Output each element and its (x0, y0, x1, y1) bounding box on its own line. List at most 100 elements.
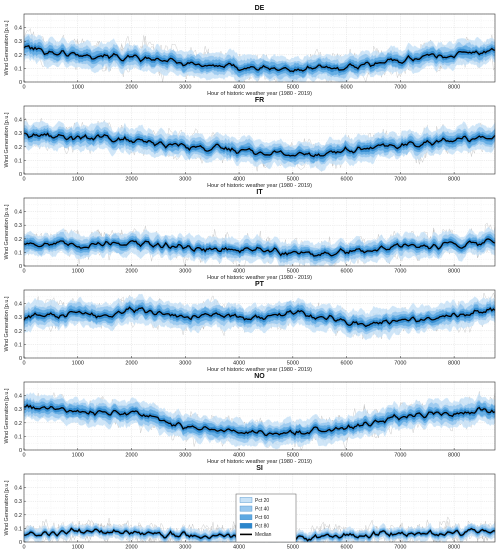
legend-label: Median (255, 532, 272, 538)
legend-swatch-pct40 (239, 505, 253, 512)
x-tick-label: 0 (22, 85, 25, 91)
x-axis-label: Hour of historic weather year (1980 - 20… (207, 91, 312, 97)
y-tick-label: 0.3 (14, 223, 22, 229)
x-axis-label: Hour of historic weather year (1980 - 20… (207, 459, 312, 465)
legend-label: Pct 60 (255, 515, 269, 521)
x-tick-label: 5000 (287, 361, 299, 367)
y-tick-label: 0.1 (14, 66, 22, 72)
y-tick-label: 0.4 (14, 486, 22, 492)
x-tick-label: 6000 (340, 453, 352, 459)
y-axis-label: Wind Generation [p.u.] (4, 296, 10, 352)
percentile-bands (23, 226, 496, 267)
y-axis-label: Wind Generation [p.u.] (4, 20, 10, 76)
y-tick-label: 0 (19, 172, 22, 178)
x-tick-label: 7000 (394, 85, 406, 91)
x-tick-label: 8000 (448, 85, 460, 91)
y-tick-label: 0.2 (14, 237, 22, 243)
y-tick-label: 0.4 (14, 302, 22, 308)
y-tick-label: 0.1 (14, 342, 22, 348)
x-tick-label: 5000 (287, 269, 299, 275)
panel-no: 0 1000 2000 3000 4000 5000 6000 7000 8000 0 0.1 0.2… (4, 373, 496, 465)
y-tick-label: 0.2 (14, 53, 22, 59)
y-tick-label: 0.3 (14, 499, 22, 505)
legend-label: Pct 80 (255, 524, 269, 530)
y-tick-label: 0.2 (14, 145, 22, 151)
panel-pt: 0 1000 2000 3000 4000 5000 6000 7000 8000 0 0.1 0.2… (4, 281, 496, 373)
y-tick-label: 0.3 (14, 407, 22, 413)
y-tick-label: 0.1 (14, 526, 22, 532)
median-line (23, 306, 496, 328)
panel-title: FR (255, 97, 264, 104)
median-line (23, 132, 496, 158)
panel-title: DE (255, 5, 265, 12)
legend-label: Pct 40 (255, 506, 269, 512)
y-tick-label: 0.2 (14, 513, 22, 519)
x-tick-label: 4000 (233, 85, 245, 91)
y-tick-label: 0.1 (14, 250, 22, 256)
y-axis-label: Wind Generation [p.u.] (4, 204, 10, 260)
x-tick-label: 3000 (179, 177, 191, 183)
legend: Pct 20 Pct 40 Pct 60 Pct 80 Median (235, 493, 297, 543)
x-tick-label: 8000 (448, 453, 460, 459)
x-tick-label: 6000 (340, 361, 352, 367)
y-tick-label: 0.3 (14, 131, 22, 137)
y-tick-label: 0 (19, 448, 22, 454)
panel-title: NO (254, 373, 265, 380)
x-axis-label: Hour of historic weather year (1980 - 20… (207, 275, 312, 281)
x-tick-label: 8000 (448, 545, 460, 550)
y-tick-label: 0.3 (14, 39, 22, 45)
panel-de: 0 1000 2000 3000 4000 5000 6000 7000 8000 0 0.1 0.2… (4, 5, 496, 97)
y-tick-label: 0.4 (14, 118, 22, 124)
plot-frame (23, 13, 496, 83)
x-tick-label: 6000 (340, 545, 352, 550)
x-tick-label: 3000 (179, 85, 191, 91)
panel-title: IT (256, 189, 263, 196)
y-axis-label: Wind Generation [p.u.] (4, 112, 10, 168)
x-tick-label: 3000 (179, 453, 191, 459)
x-tick-label: 7000 (394, 453, 406, 459)
x-tick-label: 0 (22, 269, 25, 275)
plot-frame (23, 197, 496, 267)
x-tick-label: 0 (22, 545, 25, 550)
x-tick-label: 2000 (125, 361, 137, 367)
x-tick-label: 2000 (125, 453, 137, 459)
x-tick-label: 3000 (179, 361, 191, 367)
x-tick-label: 7000 (394, 177, 406, 183)
x-tick-label: 1000 (72, 269, 84, 275)
x-tick-label: 6000 (340, 85, 352, 91)
plot-frame (23, 381, 496, 451)
y-tick-label: 0.4 (14, 210, 22, 216)
x-tick-label: 2000 (125, 545, 137, 550)
y-tick-label: 0 (19, 264, 22, 270)
x-tick-label: 7000 (394, 361, 406, 367)
x-tick-label: 7000 (394, 269, 406, 275)
y-tick-label: 0 (19, 80, 22, 86)
x-tick-label: 6000 (340, 177, 352, 183)
y-tick-label: 0 (19, 540, 22, 546)
panel-it: 0 1000 2000 3000 4000 5000 6000 7000 8000 0 0.1 0.2… (4, 189, 496, 281)
x-tick-label: 2000 (125, 177, 137, 183)
y-tick-label: 0.2 (14, 329, 22, 335)
x-tick-label: 4000 (233, 545, 245, 550)
plot-frame (23, 105, 496, 175)
x-tick-label: 4000 (233, 177, 245, 183)
x-axis-label: Hour of historic weather year (1980 - 20… (207, 183, 312, 189)
x-tick-label: 2000 (125, 85, 137, 91)
x-tick-label: 0 (22, 177, 25, 183)
x-tick-label: 2000 (125, 269, 137, 275)
x-tick-label: 3000 (179, 269, 191, 275)
plot-frame (23, 289, 496, 359)
y-tick-label: 0.1 (14, 434, 22, 440)
x-tick-label: 4000 (233, 269, 245, 275)
x-tick-label: 1000 (72, 177, 84, 183)
legend-swatch-pct60 (239, 514, 253, 520)
x-tick-label: 8000 (448, 177, 460, 183)
legend-swatch-pct20 (239, 497, 253, 503)
x-tick-label: 6000 (340, 269, 352, 275)
panel-title: SI (256, 465, 263, 472)
x-tick-label: 5000 (287, 85, 299, 91)
y-tick-label: 0.2 (14, 421, 22, 427)
y-tick-label: 0.4 (14, 26, 22, 32)
x-axis-label: Hour of historic weather year (1980 - 20… (207, 367, 312, 373)
legend-swatch-pct80 (239, 523, 253, 529)
